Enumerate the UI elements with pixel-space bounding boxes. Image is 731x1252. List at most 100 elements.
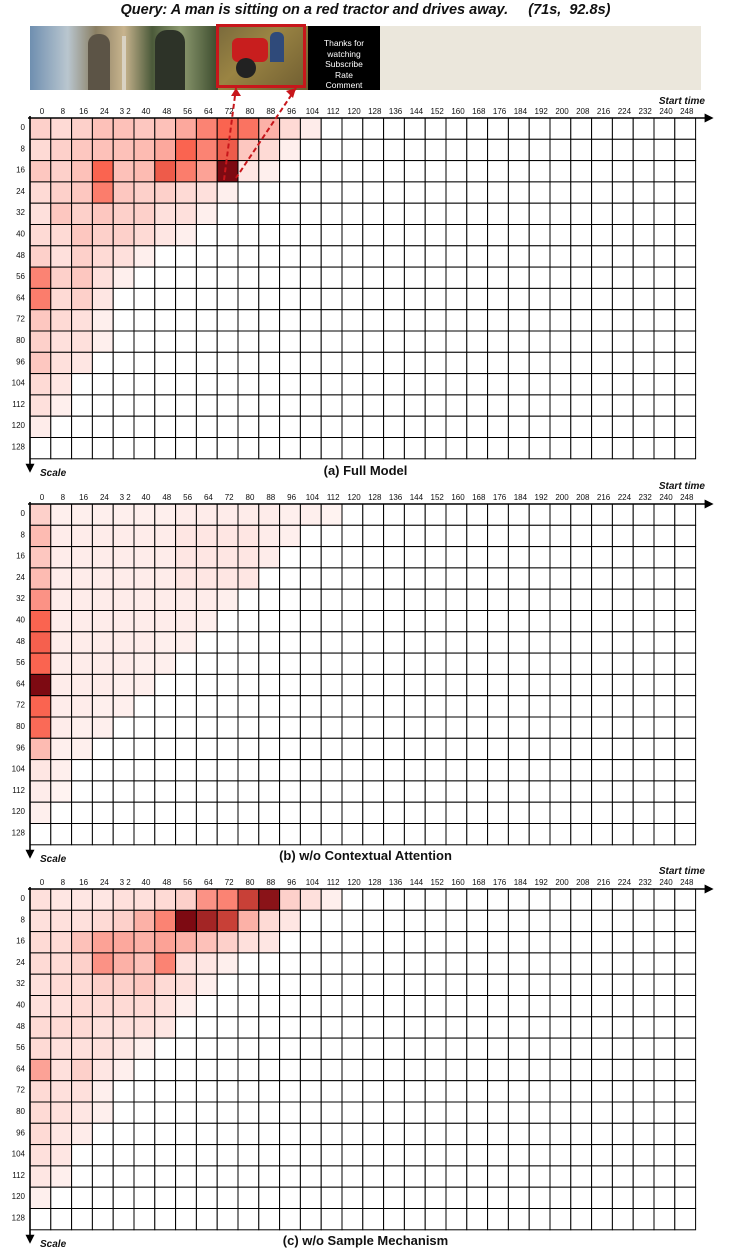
- heatmap-cell: [91, 138, 114, 162]
- x-tick-label: 0: [40, 107, 45, 116]
- heatmap-cell: [91, 888, 114, 911]
- heatmap-cell: [50, 973, 73, 997]
- heatmap-cell: [611, 888, 634, 911]
- heatmap-cell: [50, 952, 73, 975]
- heatmap-cell: [362, 1037, 385, 1060]
- heatmap-cell: [50, 437, 73, 460]
- heatmap-cell: [320, 652, 343, 675]
- heatmap-cell: [258, 202, 281, 225]
- heatmap-cell: [29, 909, 52, 933]
- heatmap-cell: [195, 1101, 218, 1124]
- heatmap-cell: [403, 1080, 426, 1103]
- heatmap-cell: [611, 351, 634, 375]
- heatmap-cell: [216, 823, 239, 846]
- heatmap-cell: [653, 1058, 676, 1082]
- heatmap-cell: [175, 1208, 197, 1231]
- heatmap-cell: [632, 1101, 655, 1124]
- heatmap-cell: [383, 801, 405, 825]
- y-axis-title: Scale: [40, 468, 67, 479]
- heatmap-cell: [487, 1122, 509, 1146]
- heatmap-cell: [549, 138, 572, 162]
- x-tick-label: 16: [79, 878, 88, 887]
- heatmap-cell: [445, 1208, 468, 1231]
- heatmap-cell: [175, 1058, 197, 1082]
- heatmap-cell: [383, 524, 405, 548]
- heatmap-cell: [487, 503, 509, 526]
- heatmap-cell: [653, 181, 676, 204]
- heatmap-cell: [71, 351, 93, 375]
- heatmap-cell: [299, 1080, 322, 1103]
- heatmap-cell: [320, 801, 343, 825]
- heatmap-cell: [507, 1208, 530, 1231]
- y-tick-label: 64: [16, 293, 25, 302]
- heatmap-cell: [362, 588, 385, 612]
- heatmap-cell: [299, 588, 322, 612]
- heatmap-cell: [133, 801, 156, 825]
- heatmap-cell: [279, 631, 301, 654]
- heatmap-cell: [362, 245, 385, 268]
- heatmap-cell: [341, 801, 364, 825]
- heatmap-cell: [403, 524, 426, 548]
- heatmap-cell: [487, 673, 509, 697]
- x-tick-label: 3 2: [120, 107, 132, 116]
- heatmap-cell: [195, 394, 218, 417]
- heatmap-cell: [632, 952, 655, 975]
- heatmap-cell: [71, 823, 93, 846]
- heatmap-cell: [507, 287, 530, 311]
- heatmap-cell: [91, 245, 114, 268]
- heatmap-cell: [653, 673, 676, 697]
- heatmap-cell: [112, 695, 135, 718]
- heatmap-cell: [29, 1058, 52, 1082]
- heatmap-cell: [466, 330, 489, 353]
- heatmap-cell: [299, 524, 322, 548]
- heatmap-cell: [674, 1165, 697, 1188]
- heatmap-cell: [549, 567, 572, 590]
- heatmap-cell: [258, 888, 281, 911]
- heatmap-cell: [133, 181, 156, 204]
- heatmap-cell: [632, 266, 655, 289]
- heatmap-cell: [154, 181, 177, 204]
- heatmap-cell: [611, 952, 634, 975]
- heatmap-cell: [528, 1037, 551, 1060]
- heatmap-cell: [91, 759, 114, 782]
- heatmap-cell: [299, 737, 322, 761]
- heatmap-cell: [674, 780, 697, 803]
- heatmap-cell: [362, 181, 385, 204]
- heatmap-cell: [424, 138, 447, 162]
- heatmap-cell: [466, 952, 489, 975]
- heatmap-cell: [258, 652, 281, 675]
- heatmap-cell: [591, 823, 613, 846]
- heatmap-cell: [112, 631, 135, 654]
- heatmap-cell: [362, 567, 385, 590]
- heatmap-cell: [175, 931, 197, 954]
- heatmap-cell: [237, 266, 260, 289]
- heatmap-cell: [549, 909, 572, 933]
- heatmap-cell: [175, 394, 197, 417]
- heatmap-cell: [611, 1016, 634, 1039]
- heatmap-cell: [50, 245, 73, 268]
- heatmap-cell: [91, 117, 114, 140]
- heatmap-cell: [570, 351, 593, 375]
- x-tick-label: 168: [472, 107, 486, 116]
- heatmap-cell: [591, 780, 613, 803]
- heatmap-cell: [570, 673, 593, 697]
- x-tick-label: 216: [597, 493, 611, 502]
- x-tick-label: 176: [493, 493, 507, 502]
- heatmap-cell: [674, 1186, 697, 1209]
- heatmap-cell: [487, 546, 509, 569]
- heatmap-cell: [632, 1080, 655, 1103]
- heatmap-cell: [403, 224, 426, 247]
- heatmap-cell: [570, 394, 593, 417]
- heatmap-cell: [29, 652, 52, 675]
- heatmap-cell: [91, 524, 114, 548]
- heatmap-cell: [466, 546, 489, 569]
- y-tick-label: 56: [16, 658, 25, 667]
- heatmap-cell: [195, 1016, 218, 1039]
- heatmap-cell: [507, 909, 530, 933]
- heatmap-cell: [216, 1101, 239, 1124]
- heatmap-cell: [383, 202, 405, 225]
- heatmap-cell: [466, 160, 489, 183]
- heatmap-cell: [175, 888, 197, 911]
- heatmap-cell: [445, 160, 468, 183]
- heatmap-cell: [29, 1037, 52, 1060]
